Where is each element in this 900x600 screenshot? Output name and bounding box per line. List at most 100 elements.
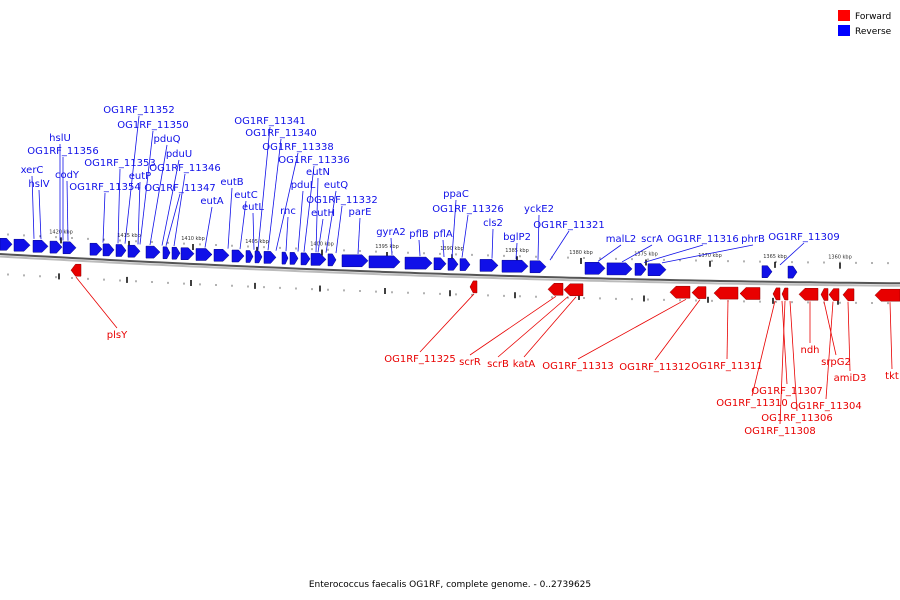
genome-caption: Enterococcus faecalis OG1RF, complete ge… [309, 580, 591, 590]
tick-label-6: 1390 kbp [440, 246, 464, 252]
callout-pflb [418, 239, 421, 257]
gene-label-hslu: hslU [49, 133, 71, 144]
reverse-gene-3 [49, 240, 63, 254]
reverse-gene-22 [310, 253, 327, 266]
callout-ppac [451, 199, 457, 258]
gene-label-pfla: pflA [433, 229, 453, 240]
forward-gene-2 [547, 283, 564, 296]
gene-features [0, 238, 900, 302]
gene-label-eutp: eutP [129, 171, 151, 182]
callout-eutc [239, 200, 247, 250]
callout-euta [204, 206, 213, 248]
callout-og1rf-11347 [165, 193, 181, 246]
gene-label-eutb: eutB [220, 177, 243, 188]
label-callouts [31, 115, 893, 425]
gene-label-kata: katA [513, 359, 536, 370]
callout-og1rf-11321 [549, 230, 570, 261]
legend-reverse-label: Reverse [855, 27, 892, 37]
callout-pare [357, 217, 361, 254]
reverse-gene-2 [32, 240, 49, 253]
gene-label-srpg2: srpG2 [821, 357, 851, 368]
gene-label-og1rf-11311: OG1RF_11311 [691, 361, 763, 372]
gene-label-og1rf-11312: OG1RF_11312 [619, 362, 691, 373]
gene-label-og1rf-11338: OG1RF_11338 [262, 142, 334, 153]
forward-gene-6 [713, 286, 739, 300]
callout-eutb [227, 187, 233, 249]
gene-label-plsy: plsY [107, 330, 128, 341]
reverse-gene-14 [213, 249, 230, 262]
callout-og1rf-11354 [102, 192, 106, 243]
gene-label-scra: scrA [641, 234, 663, 245]
reverse-gene-4 [62, 241, 77, 255]
callout-og1rf-11313 [577, 298, 687, 360]
reverse-gene-33 [584, 262, 606, 275]
forward-gene-12 [828, 288, 840, 301]
gene-label-euta: eutA [200, 196, 223, 207]
callout-amid3 [847, 301, 851, 372]
callout-euth [317, 218, 324, 253]
gene-label-amid3: amiD3 [834, 373, 867, 384]
gene-label-og1rf-11347: OG1RF_11347 [144, 183, 216, 194]
callout-og1rf-11307 [781, 300, 788, 385]
forward-gene-9 [781, 287, 789, 301]
reverse-gene-9 [145, 245, 161, 259]
gene-label-bglp2: bglP2 [503, 232, 531, 243]
tick-label-2: 1410 kbp [181, 236, 205, 242]
callout-mall2 [597, 244, 622, 262]
genome-axis [0, 253, 900, 287]
callout-og1rf-11312 [654, 299, 701, 361]
gene-label-ppac: ppaC [443, 189, 469, 200]
reverse-gene-0 [0, 238, 13, 251]
tick-label-0: 1420 kbp [49, 229, 73, 235]
tick-label-7: 1385 kbp [505, 248, 529, 254]
gene-label-og1rf-11313: OG1RF_11313 [542, 361, 614, 372]
reverse-gene-11 [171, 246, 181, 260]
reverse-gene-29 [459, 258, 471, 271]
callout-tkt [889, 302, 893, 370]
reverse-gene-32 [529, 260, 547, 274]
gene-label-og1rf-11306: OG1RF_11306 [761, 413, 833, 424]
callout-og1rf-11325 [419, 293, 475, 353]
gene-label-cody: codY [55, 170, 80, 181]
callout-rnc [285, 216, 289, 252]
callout-eutn [315, 177, 319, 253]
gene-label-eutl: eutL [242, 202, 264, 213]
gene-label-og1rf-11340: OG1RF_11340 [245, 128, 317, 139]
callout-gyra2 [390, 237, 393, 256]
reverse-gene-8 [127, 244, 141, 258]
reverse-gene-36 [647, 263, 667, 276]
gene-label-ndh: ndh [800, 345, 819, 356]
reverse-gene-16 [245, 250, 254, 263]
callout-srpg2 [823, 301, 837, 356]
callout-og1rf-11350 [139, 130, 154, 245]
gene-label-tkt: tkt [885, 371, 899, 382]
callout-cls2 [491, 228, 494, 259]
callout-og1rf-11316 [643, 244, 704, 263]
gene-label-og1rf-11304: OG1RF_11304 [790, 401, 862, 412]
gene-label-og1rf-11308: OG1RF_11308 [744, 426, 816, 437]
reverse-gene-7 [115, 244, 127, 257]
callout-pduq [149, 144, 168, 246]
gene-label-pduu: pduU [166, 149, 192, 160]
callout-kata [523, 296, 577, 358]
gene-label-scrb: scrB [487, 359, 509, 370]
gene-label-pdul: pduL [291, 180, 316, 191]
callout-bglp2 [515, 242, 518, 260]
callout-og1rf-11306 [789, 301, 798, 412]
callout-og1rf-11336 [303, 165, 315, 252]
gene-label-euth: eutH [311, 208, 335, 219]
callout-og1rf-11308 [779, 300, 786, 425]
forward-gene-10 [798, 288, 819, 301]
forward-gene-5 [691, 286, 707, 299]
reverse-gene-26 [404, 256, 433, 270]
tick-label-4: 1400 kbp [310, 242, 334, 248]
reverse-gene-38 [787, 265, 798, 279]
callout-og1rf-11340 [267, 138, 282, 251]
forward-gene-8 [772, 287, 781, 301]
callout-og1rf-11311 [726, 300, 729, 360]
gene-label-cls2: cls2 [483, 218, 503, 229]
legend-reverse-swatch [838, 25, 850, 36]
reverse-gene-21 [300, 252, 311, 266]
gene-label-og1rf-11350: OG1RF_11350 [117, 120, 189, 131]
